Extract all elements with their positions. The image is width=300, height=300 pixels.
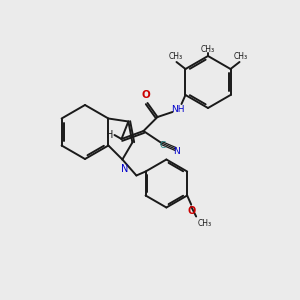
Text: N: N [121,164,128,175]
Text: CH₃: CH₃ [168,52,182,61]
Text: N: N [173,146,180,155]
Text: CH₃: CH₃ [233,52,248,61]
Text: CH₃: CH₃ [197,218,211,227]
Text: CH₃: CH₃ [201,45,215,54]
Text: NH: NH [171,104,184,113]
Text: O: O [141,90,150,100]
Text: C: C [159,140,166,149]
Text: O: O [187,206,195,217]
Text: H: H [106,130,113,140]
